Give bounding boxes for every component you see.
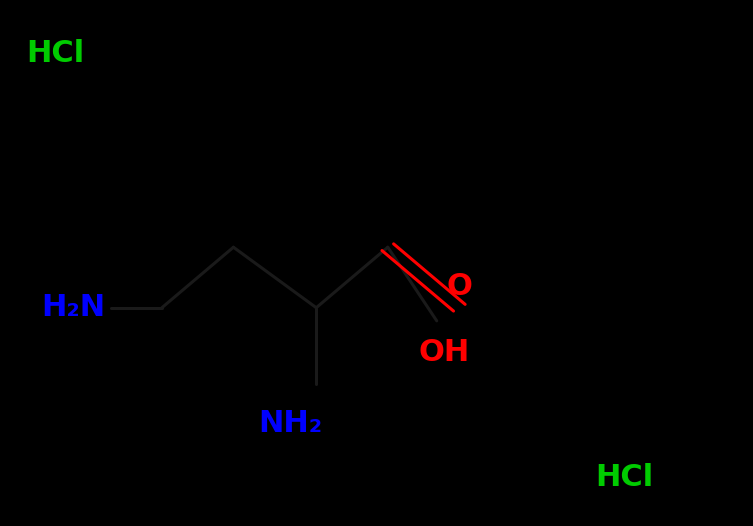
Text: HCl: HCl xyxy=(26,39,84,68)
Text: O: O xyxy=(447,272,472,301)
Text: OH: OH xyxy=(419,338,470,367)
Text: NH₂: NH₂ xyxy=(258,409,322,438)
Text: H₂N: H₂N xyxy=(41,293,105,322)
Text: HCl: HCl xyxy=(595,463,653,492)
